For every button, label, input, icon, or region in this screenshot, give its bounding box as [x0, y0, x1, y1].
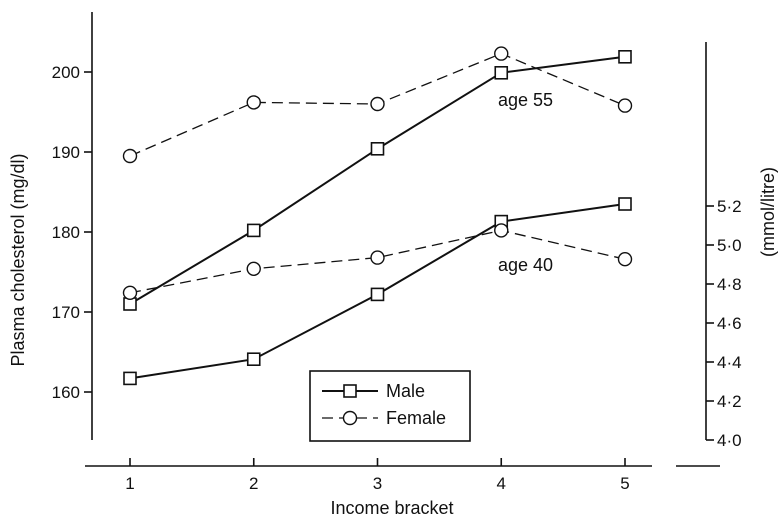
data-point-female-age-40	[617, 252, 633, 267]
legend-female-label: Female	[386, 408, 446, 428]
data-point-female-age-40	[246, 261, 261, 276]
data-point-female-age-40	[370, 250, 385, 265]
data-point-male-age-40	[618, 197, 632, 211]
data-point-female-age-55	[617, 98, 633, 113]
data-point-female-age-40	[122, 285, 138, 300]
y-tick-label: 190	[52, 143, 80, 162]
x-tick-label: 3	[373, 474, 382, 493]
right-y-axis-title: (mmol/litre)	[758, 167, 778, 257]
data-point-male-age-40	[246, 352, 261, 367]
legend-male-marker	[343, 384, 357, 398]
x-tick-label: 4	[497, 474, 506, 493]
x-tick-label: 1	[125, 474, 134, 493]
data-point-male-age-40	[370, 287, 385, 302]
data-point-male-age-55	[246, 223, 261, 238]
right-y-tick-label: 4·4	[717, 353, 742, 372]
right-y-tick-label: 4·2	[717, 392, 742, 411]
data-point-male-age-55	[370, 142, 385, 156]
y-tick-label: 160	[52, 383, 80, 402]
legend-box	[309, 370, 471, 442]
annotation-age-55: age 55	[498, 90, 553, 110]
right-y-tick-label: 4·8	[717, 275, 742, 294]
data-point-female-age-40	[494, 223, 509, 238]
y-tick-label: 200	[52, 63, 80, 82]
right-y-tick-label: 5·0	[717, 236, 742, 255]
annotation-age-40: age 40	[498, 255, 553, 275]
y-tick-label: 170	[52, 303, 80, 322]
right-y-tick-label: 4·0	[717, 431, 742, 450]
y-axis-title: Plasma cholesterol (mg/dl)	[8, 153, 28, 366]
right-y-tick-label: 5·2	[717, 197, 742, 216]
data-point-female-age-55	[494, 46, 509, 61]
data-point-female-age-55	[246, 95, 261, 110]
data-point-female-age-55	[370, 96, 385, 112]
data-point-female-age-55	[122, 148, 138, 164]
data-point-male-age-55	[618, 49, 632, 64]
x-tick-label: 5	[620, 474, 629, 493]
legend: Male Female	[309, 370, 471, 442]
y-tick-label: 180	[52, 223, 80, 242]
data-point-male-age-40	[123, 371, 137, 386]
x-tick-label: 2	[249, 474, 258, 493]
x-axis-title: Income bracket	[330, 498, 453, 517]
legend-female-marker	[342, 410, 358, 426]
right-y-tick-label: 4·6	[717, 314, 742, 333]
legend-male-label: Male	[386, 381, 425, 401]
data-point-male-age-55	[494, 66, 509, 80]
